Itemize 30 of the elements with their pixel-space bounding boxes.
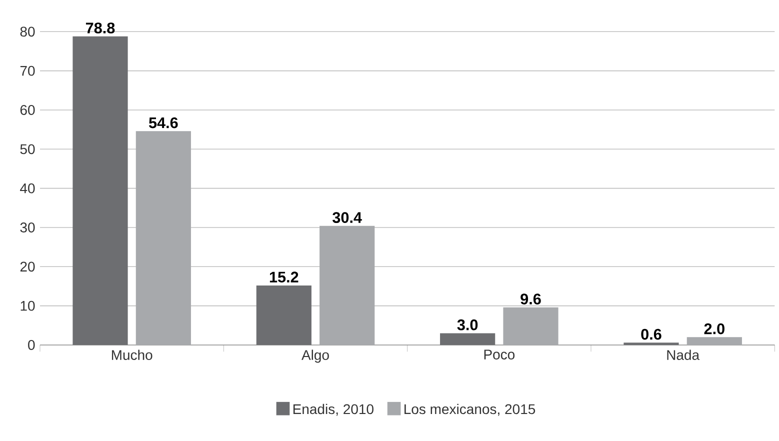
y-tick-label: 30 xyxy=(20,222,35,232)
y-tick-label: 80 xyxy=(20,26,35,37)
y-tick-label: 10 xyxy=(20,300,35,311)
data-label: 15.2 xyxy=(270,272,298,283)
data-label: 2.0 xyxy=(704,323,724,334)
bar xyxy=(686,337,742,345)
data-label: 9.6 xyxy=(520,294,541,304)
data-label: 54.6 xyxy=(148,117,178,128)
y-tick-label: 60 xyxy=(20,105,35,115)
y-tick-label: 20 xyxy=(20,262,35,272)
bar xyxy=(503,307,558,345)
data-label: 78.8 xyxy=(86,22,115,34)
legend-label: Enadis, 2010 xyxy=(293,404,374,416)
data-label: 3.0 xyxy=(457,319,478,330)
x-tick-label: Poco xyxy=(484,350,515,360)
x-tick-label: Nada xyxy=(667,350,700,360)
x-tick-label: Mucho xyxy=(112,350,152,360)
legend-label: Los mexicanos, 2015 xyxy=(404,404,536,416)
bar xyxy=(320,226,375,345)
y-tick-label: 0 xyxy=(28,340,35,350)
bar xyxy=(440,333,496,345)
y-tick-label: 40 xyxy=(20,183,35,194)
bar xyxy=(72,36,128,345)
x-tick-label: Algo xyxy=(302,350,329,363)
bar xyxy=(256,285,312,345)
data-label: 30.4 xyxy=(332,212,362,223)
y-tick-label: 70 xyxy=(20,66,35,76)
bar xyxy=(136,131,191,345)
y-tick-label: 50 xyxy=(20,144,35,154)
data-label: 0.6 xyxy=(641,328,662,340)
